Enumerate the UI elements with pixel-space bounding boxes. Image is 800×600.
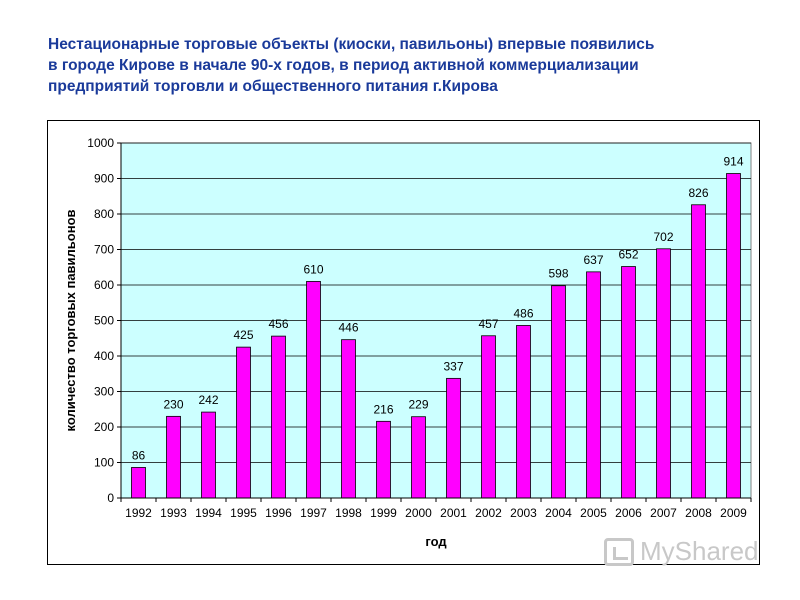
bar-2008: [691, 204, 706, 499]
x-axis: 1992 1993 1994 1995 1996 1997 1998 1999 2000 2001…: [120, 497, 752, 520]
x-tick-label: 2000: [405, 506, 432, 520]
y-tick-label: 1000: [87, 136, 114, 150]
data-label: 425: [233, 328, 253, 342]
y-axis: 0 100 200 300 400 500 600 700 800 900 1000: [87, 136, 122, 505]
bar-2004: [551, 285, 566, 499]
x-tick-label: 2002: [475, 506, 502, 520]
data-label: 652: [618, 248, 638, 262]
data-label: 826: [688, 186, 708, 200]
x-axis-label: год: [425, 534, 447, 549]
chart-frame: 86 230 242 425 456 610 446 216 229 337 457 486 598 63…: [47, 120, 760, 565]
x-tick-label: 1999: [370, 506, 397, 520]
title-line-1: Нестационарные торговые объекты (киоски,…: [48, 36, 655, 53]
data-label: 86: [132, 448, 146, 462]
bar-1999: [376, 420, 391, 499]
bar-2009: [726, 173, 741, 499]
bar-2003: [516, 325, 531, 499]
x-tick-label: 2005: [580, 506, 607, 520]
data-labels: 86 230 242 425 456 610 446 216 229 337 457 486 598 63…: [132, 155, 744, 463]
y-tick-label: 700: [94, 243, 114, 257]
y-tick-label: 900: [94, 172, 114, 186]
y-tick-label: 600: [94, 278, 114, 292]
bar-1997: [306, 281, 321, 499]
title-line-3: предприятий торговли и общественного пит…: [48, 78, 498, 95]
data-label: 637: [583, 253, 603, 267]
x-tick-label: 1997: [300, 506, 327, 520]
bar-1994: [201, 411, 216, 499]
data-label: 216: [373, 402, 393, 416]
bar-1992: [131, 467, 146, 499]
x-tick-label: 2009: [720, 506, 747, 520]
data-label: 702: [653, 230, 673, 244]
data-label: 914: [723, 155, 743, 169]
x-tick-label: 1996: [265, 506, 292, 520]
data-label: 337: [443, 359, 463, 373]
bar-2002: [481, 335, 496, 499]
data-label: 598: [548, 267, 568, 281]
bar-chart: 86 230 242 425 456 610 446 216 229 337 457 486 598 63…: [63, 136, 752, 549]
bar-1993: [166, 415, 181, 499]
bar-2005: [586, 271, 601, 499]
bar-2001: [446, 377, 461, 499]
bar-1996: [271, 335, 286, 499]
bar-1998: [341, 339, 356, 499]
presentation-board-icon: [604, 537, 634, 566]
y-tick-label: 100: [94, 456, 114, 470]
watermark: MyShared: [604, 536, 759, 567]
y-tick-label: 200: [94, 420, 114, 434]
data-label: 230: [163, 397, 183, 411]
x-tick-label: 1995: [230, 506, 257, 520]
bar-2007: [656, 248, 671, 499]
data-label: 610: [303, 262, 323, 276]
x-tick-label: 2004: [545, 506, 572, 520]
y-tick-label: 300: [94, 385, 114, 399]
data-label: 229: [408, 398, 428, 412]
x-tick-label: 2008: [685, 506, 712, 520]
x-tick-label: 1992: [125, 506, 152, 520]
bar-2006: [621, 266, 636, 499]
title-line-2: в городе Кирове в начале 90-х годов, в п…: [48, 57, 639, 74]
x-tick-label: 2003: [510, 506, 537, 520]
x-tick-label: 1998: [335, 506, 362, 520]
x-tick-label: 2007: [650, 506, 677, 520]
y-tick-label: 500: [94, 314, 114, 328]
x-tick-label: 1994: [195, 506, 222, 520]
data-label: 457: [478, 317, 498, 331]
data-label: 446: [338, 321, 358, 335]
watermark-text: MyShared: [640, 536, 759, 566]
y-axis-label: количество торговых павильонов: [63, 209, 78, 431]
bars: [131, 173, 741, 499]
data-label: 456: [268, 317, 288, 331]
data-label: 486: [513, 306, 533, 320]
x-tick-label: 2001: [440, 506, 467, 520]
data-label: 242: [198, 393, 218, 407]
page-title: Нестационарные торговые объекты (киоски,…: [48, 34, 768, 97]
y-tick-label: 400: [94, 349, 114, 363]
x-tick-label: 2006: [615, 506, 642, 520]
bar-1995: [236, 346, 251, 499]
x-tick-label: 1993: [160, 506, 187, 520]
y-tick-label: 0: [107, 491, 114, 505]
bar-2000: [411, 416, 426, 499]
y-tick-label: 800: [94, 207, 114, 221]
